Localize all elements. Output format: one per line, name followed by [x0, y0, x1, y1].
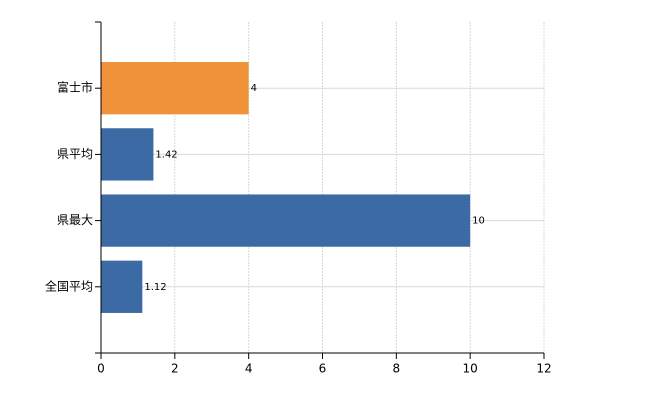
x-tick-label: 4	[245, 362, 253, 376]
x-tick-label: 8	[393, 362, 401, 376]
bar	[101, 194, 471, 247]
bar	[101, 128, 154, 181]
y-tick-label: 全国平均	[45, 278, 93, 293]
bar	[101, 62, 249, 115]
bar	[101, 260, 143, 313]
y-tick-label: 県平均	[57, 147, 93, 161]
x-tick-label: 0	[97, 362, 105, 376]
y-tick-label: 県最大	[57, 213, 93, 227]
x-tick-label: 10	[463, 362, 478, 376]
x-tick-label: 2	[171, 362, 179, 376]
y-tick-label: 富士市	[57, 80, 93, 95]
x-tick-label: 12	[536, 362, 551, 376]
value-label: 4	[251, 83, 257, 94]
value-label: 1.42	[155, 149, 177, 160]
value-label: 10	[472, 216, 485, 227]
value-label: 1.12	[144, 282, 166, 293]
x-tick-label: 6	[319, 362, 327, 376]
